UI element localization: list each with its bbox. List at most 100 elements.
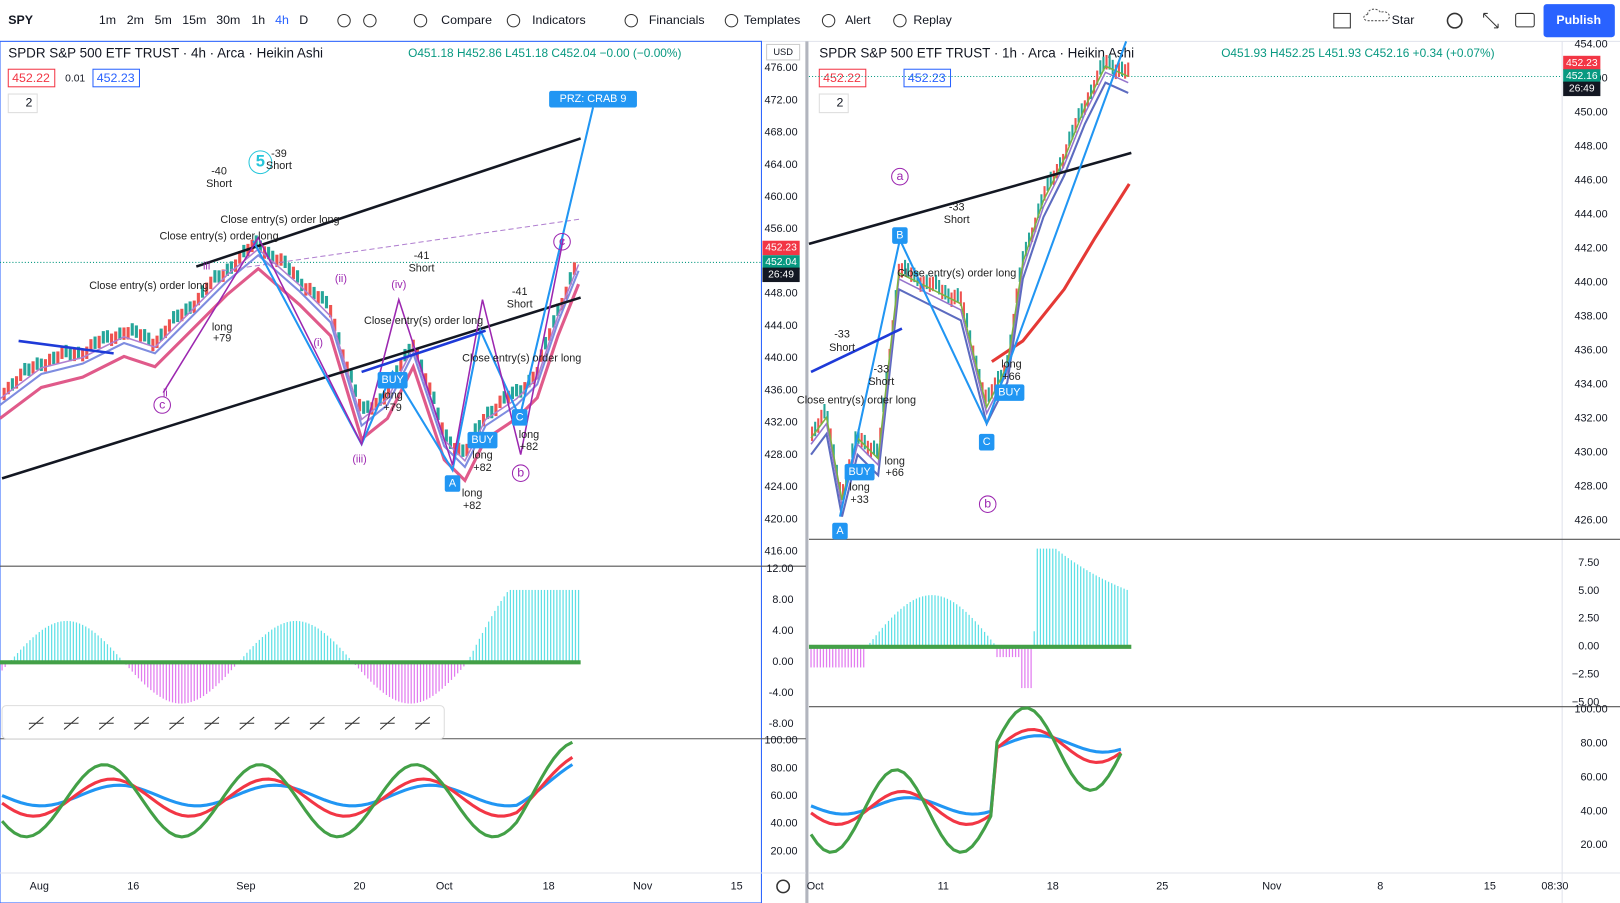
wave-circle [511,464,530,482]
interval-button[interactable]: 1h [251,13,265,27]
candle [1108,55,1111,70]
settings-icon[interactable] [1446,12,1463,29]
candle [81,348,85,362]
price-tag [762,255,800,270]
interval-button[interactable]: 30m [216,13,240,27]
bid-box [7,68,56,88]
candle [101,331,105,344]
candle [473,423,477,436]
axis-label: −2.50 [1572,669,1599,681]
draw-tool[interactable] [309,716,325,730]
price-tag-label: 452.23 [765,243,797,254]
alert-icon[interactable] [821,13,836,28]
candle [873,440,876,455]
publish-label[interactable]: Publish [1556,13,1601,27]
camera-icon[interactable] [1515,12,1535,28]
star-button[interactable]: Star [1392,13,1415,27]
draw-tool[interactable] [239,716,255,730]
candle [987,387,990,402]
layers-box[interactable] [818,93,849,114]
draw-tool[interactable] [28,716,44,730]
candle [1015,288,1018,303]
annotation: +82 [520,441,538,453]
candle [308,282,312,296]
candle [519,385,523,398]
financials-icon[interactable] [624,13,638,28]
candle [374,397,378,411]
draw-tool[interactable] [169,716,185,730]
axis-label: 438.00 [1574,310,1607,322]
annotation: -40 [211,165,227,177]
annotation: long [212,321,232,333]
candle [523,382,527,395]
axis-label: 436.00 [764,384,797,396]
candle [329,304,333,318]
interval-button[interactable]: 5m [155,13,172,27]
candle [225,263,229,276]
interval-button[interactable]: 1m [99,13,116,27]
currency-box[interactable] [766,43,801,61]
draw-tool[interactable] [274,716,290,730]
toolbar-button[interactable]: Templates [744,13,800,27]
bid: 452.22 [12,71,50,85]
candle [568,272,572,285]
pattern-line [838,40,1128,517]
compare-icon[interactable] [413,13,428,28]
layers[interactable]: 2 [837,96,844,110]
draw-tool[interactable] [204,716,220,730]
price-tag [762,240,800,256]
candle [817,418,820,433]
candle [490,405,494,419]
axis-label: 444.00 [764,320,797,332]
chart-type[interactable] [337,13,351,28]
wave-circle [891,167,909,186]
annotation: -33 [834,329,850,341]
toolbar-button[interactable]: Compare [441,13,492,27]
axis-label: 2.50 [1578,613,1599,625]
currency[interactable]: USD [773,47,793,57]
publish-button[interactable] [1543,4,1615,38]
axis-settings[interactable] [776,879,791,894]
draw-tool[interactable] [63,716,79,730]
candle [1049,171,1052,187]
indicators-icon[interactable] [506,13,521,28]
interval-button[interactable]: D [299,13,308,27]
wave-label: c [159,397,165,411]
ask-box [903,68,952,88]
layers-box[interactable] [7,93,38,114]
candle [869,442,872,458]
toolbar-button[interactable]: Alert [845,13,871,27]
interval-button[interactable]: 2m [127,13,144,27]
fullscreen-icon[interactable] [1483,12,1499,29]
draw-tool[interactable] [379,716,396,730]
interval-button[interactable]: 15m [182,13,206,27]
time-label: 20 [354,880,366,892]
draw-tool[interactable] [344,716,360,730]
candle [444,429,448,442]
candle [876,443,879,459]
candle [907,263,910,278]
replay-icon[interactable] [893,13,907,28]
axis-label: 20.00 [1580,839,1607,851]
toolbar-button[interactable]: Replay [913,13,952,27]
candle [962,302,965,317]
symbol[interactable]: SPY [8,13,34,27]
candle [1096,70,1099,86]
candle [424,373,428,386]
time-label: 11 [938,880,949,892]
candle [419,359,424,372]
draw-tool[interactable] [414,716,431,730]
templates-icon[interactable] [724,13,739,28]
toolbar-button[interactable]: Financials [649,13,705,27]
toolbar-button[interactable]: Indicators [532,13,586,27]
candle [857,429,860,444]
layout-icon[interactable] [1333,12,1351,29]
draw-tool[interactable] [133,716,150,730]
layers[interactable]: 2 [25,96,32,110]
annotation: +82 [473,462,491,474]
wave-label: a [896,169,903,183]
interval-button[interactable]: 4h [275,13,289,27]
chart-type[interactable] [363,13,377,28]
draw-tool[interactable] [98,716,114,730]
drawing-toolbar[interactable] [1,705,445,740]
